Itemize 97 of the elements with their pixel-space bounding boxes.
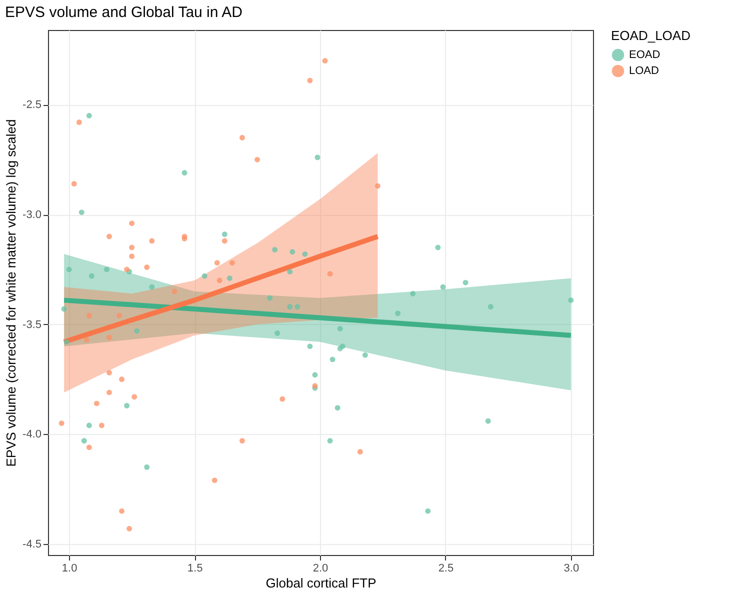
point <box>212 478 218 484</box>
point <box>425 508 431 514</box>
x-tick-label: 3.0 <box>564 562 580 574</box>
point <box>129 220 135 226</box>
point <box>126 526 132 532</box>
point <box>58 420 64 426</box>
point <box>290 249 296 255</box>
point <box>129 244 135 250</box>
point <box>462 280 468 286</box>
x-tick-label: 1.0 <box>62 562 78 574</box>
point <box>307 344 313 350</box>
point <box>116 312 122 318</box>
point <box>287 304 293 310</box>
point <box>61 306 67 312</box>
point <box>327 271 333 277</box>
point <box>202 273 208 279</box>
point <box>94 400 100 406</box>
point <box>287 268 293 274</box>
point <box>119 508 125 514</box>
legend-title: EOAD_LOAD <box>611 28 690 43</box>
point <box>488 304 494 310</box>
point <box>312 372 318 378</box>
point <box>229 260 235 266</box>
point <box>84 336 90 342</box>
point <box>362 352 368 358</box>
x-tick-label: 2.5 <box>438 562 454 574</box>
point <box>330 356 336 362</box>
point <box>106 334 112 340</box>
point <box>334 405 340 411</box>
point <box>216 278 222 284</box>
point <box>267 295 273 301</box>
point <box>124 402 130 408</box>
point <box>149 284 155 290</box>
point <box>78 210 84 216</box>
point <box>302 251 308 257</box>
point <box>357 449 363 454</box>
point <box>254 156 260 162</box>
point <box>104 266 110 272</box>
point <box>214 260 220 266</box>
legend-label: EOAD <box>629 49 660 61</box>
point <box>340 344 346 350</box>
point <box>124 266 130 272</box>
point <box>86 112 92 118</box>
point <box>134 328 140 334</box>
point <box>280 396 286 402</box>
point <box>81 438 87 444</box>
x-axis-title: Global cortical FTP <box>266 576 376 590</box>
point <box>149 238 155 244</box>
legend-label: LOAD <box>629 65 660 77</box>
y-tick-label: -4.5 <box>22 538 42 551</box>
y-tick-label: -3.0 <box>22 209 42 222</box>
point <box>568 297 574 303</box>
point <box>86 312 92 318</box>
point <box>327 438 333 444</box>
point <box>71 181 77 186</box>
point <box>222 238 228 244</box>
point <box>88 273 94 279</box>
point <box>106 390 112 396</box>
point <box>239 134 245 140</box>
x-tick-label: 1.5 <box>187 562 203 574</box>
point <box>64 339 70 345</box>
chart-title: EPVS volume and Global Tau in AD <box>5 4 243 21</box>
y-tick-label: -4.0 <box>22 428 42 441</box>
point <box>337 326 343 332</box>
point <box>86 422 92 428</box>
point <box>226 275 232 281</box>
point <box>440 284 446 290</box>
point <box>435 244 441 250</box>
point <box>294 304 300 310</box>
point <box>76 120 82 125</box>
y-axis-title: EPVS volume (corrected for white matter volume) log scaled <box>4 119 19 467</box>
point <box>86 444 92 450</box>
point <box>144 464 150 470</box>
point <box>106 234 112 240</box>
point <box>144 264 150 270</box>
point <box>410 290 416 296</box>
point <box>314 154 320 160</box>
point <box>322 58 328 64</box>
point <box>119 376 125 382</box>
point <box>485 418 491 424</box>
point <box>182 170 188 176</box>
point <box>395 310 401 316</box>
point <box>274 330 280 336</box>
point <box>66 266 72 272</box>
point <box>132 394 138 400</box>
y-tick-label: -2.5 <box>22 99 42 112</box>
x-tick-label: 2.0 <box>312 562 328 574</box>
point <box>129 254 135 259</box>
point <box>222 232 228 238</box>
point <box>106 370 112 376</box>
point <box>239 438 245 444</box>
point <box>307 78 313 84</box>
y-tick-label: -3.5 <box>22 318 42 331</box>
point <box>172 288 178 294</box>
point <box>272 246 278 252</box>
point <box>374 183 380 189</box>
point <box>98 422 104 428</box>
